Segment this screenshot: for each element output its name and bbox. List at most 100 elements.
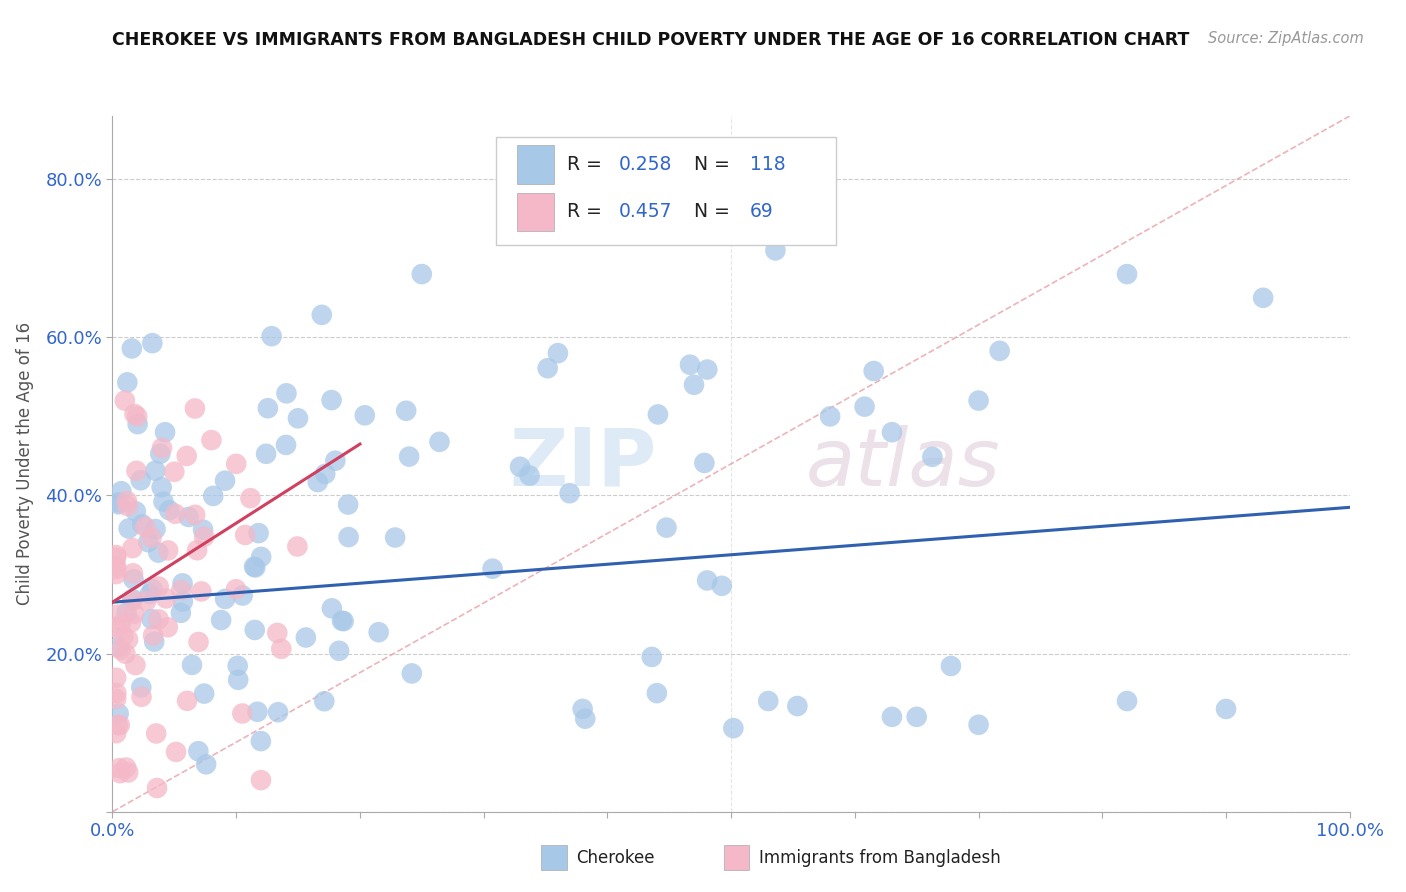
Point <box>337 530 360 544</box>
Point <box>295 631 318 645</box>
Point <box>145 522 167 536</box>
Point <box>429 434 451 449</box>
Point <box>107 495 129 509</box>
Point <box>131 690 153 704</box>
Text: Immigrants from Bangladesh: Immigrants from Bangladesh <box>759 849 1001 867</box>
Point <box>142 628 165 642</box>
Point <box>105 620 128 634</box>
Point <box>120 615 142 630</box>
Point <box>143 464 166 478</box>
Point <box>267 705 290 719</box>
Point <box>311 308 333 322</box>
Point <box>250 773 273 788</box>
Point <box>107 706 129 721</box>
Point <box>193 687 215 701</box>
Point <box>880 425 903 440</box>
FancyBboxPatch shape <box>496 136 837 244</box>
Point <box>401 666 423 681</box>
Point <box>105 671 128 685</box>
Point <box>105 559 128 574</box>
Point <box>756 694 779 708</box>
Point <box>157 543 180 558</box>
Point <box>177 510 200 524</box>
Point <box>233 528 256 542</box>
Point <box>330 614 353 628</box>
Point <box>245 560 267 574</box>
Text: atlas: atlas <box>806 425 1000 503</box>
Point <box>693 456 716 470</box>
Point <box>214 591 236 606</box>
Text: 118: 118 <box>749 155 786 174</box>
Point <box>765 244 787 258</box>
Point <box>118 521 141 535</box>
Point <box>332 614 354 628</box>
Point <box>519 468 541 483</box>
Point <box>153 425 176 440</box>
Point <box>287 411 309 425</box>
Point <box>337 498 360 512</box>
Point <box>190 584 212 599</box>
Text: R =: R = <box>567 202 607 221</box>
Point <box>121 541 143 555</box>
Point <box>645 686 668 700</box>
Point <box>647 408 669 422</box>
Point <box>1116 267 1139 281</box>
Point <box>307 475 329 489</box>
Point <box>187 744 209 758</box>
Point <box>117 632 139 647</box>
Point <box>655 520 678 534</box>
Point <box>250 734 273 748</box>
Point <box>314 467 336 481</box>
Text: N =: N = <box>682 202 735 221</box>
Point <box>398 450 420 464</box>
Point <box>537 361 560 376</box>
Point <box>105 691 128 706</box>
Point <box>193 530 215 544</box>
Point <box>314 694 336 708</box>
Point <box>214 474 236 488</box>
Point <box>257 401 280 416</box>
Point <box>108 761 131 775</box>
Point <box>141 612 163 626</box>
Text: N =: N = <box>682 155 735 174</box>
Point <box>107 497 129 511</box>
Point <box>250 549 273 564</box>
Point <box>246 705 269 719</box>
Point <box>170 606 193 620</box>
Point <box>321 393 343 408</box>
Point <box>176 449 198 463</box>
Point <box>141 531 163 545</box>
Point <box>862 364 884 378</box>
Y-axis label: Child Poverty Under the Age of 16: Child Poverty Under the Age of 16 <box>15 322 34 606</box>
Point <box>117 499 139 513</box>
Point <box>254 447 277 461</box>
Point <box>105 726 128 740</box>
Point <box>209 613 232 627</box>
Point <box>149 447 172 461</box>
Point <box>121 342 143 356</box>
Point <box>150 441 173 455</box>
Point <box>195 757 218 772</box>
Point <box>274 438 297 452</box>
Point <box>143 634 166 648</box>
Point <box>818 409 841 424</box>
Point <box>679 358 702 372</box>
Point <box>967 393 990 408</box>
Point <box>127 417 149 431</box>
Point <box>571 702 593 716</box>
Point <box>184 401 207 416</box>
Point <box>723 721 745 735</box>
Point <box>696 362 718 376</box>
Bar <box>517 193 554 231</box>
Point <box>260 329 283 343</box>
Point <box>191 523 214 537</box>
Point <box>108 766 131 780</box>
Point <box>110 643 132 657</box>
Point <box>225 582 247 597</box>
Point <box>172 576 194 591</box>
Point <box>148 545 170 559</box>
Point <box>710 579 733 593</box>
Point <box>683 377 706 392</box>
Point <box>122 607 145 621</box>
Point <box>142 582 165 597</box>
